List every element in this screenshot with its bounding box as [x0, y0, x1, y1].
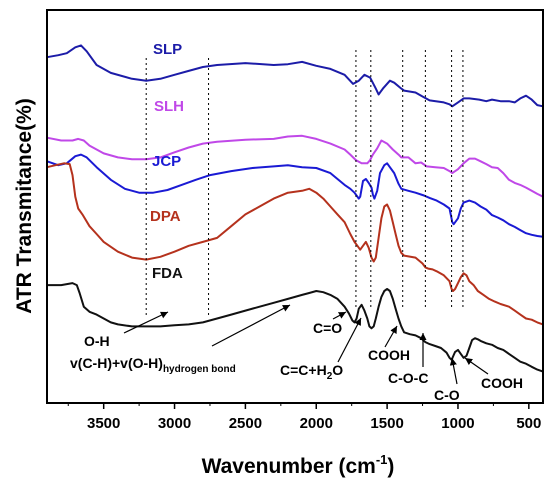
plot-frame [46, 9, 544, 404]
annotation-coc: C-O-C [388, 370, 428, 386]
series-line-jcp [46, 153, 544, 238]
annotation-arrow-cooh-2 [464, 357, 489, 375]
annotation-ch-oh: v(C-H)+v(O-H)hydrogen bond [70, 355, 236, 375]
annotation-arrow-cooh-1 [384, 325, 398, 348]
series-label-fda: FDA [152, 265, 183, 282]
series-label-slp: SLP [153, 41, 182, 58]
annotation-arrow-ch-oh [211, 304, 291, 347]
x-axis-title-superscript: -1 [376, 452, 388, 467]
y-axis-title: ATR Transmitance(%) [13, 98, 36, 314]
annotation-cc-h2o: C=C+H2O [280, 362, 343, 382]
annotation-arrow-c-o [449, 357, 458, 385]
annotation-oh: O-H [84, 333, 110, 349]
annotation-cc-h2o-end: O [332, 362, 343, 378]
x-tick-label-3500: 3500 [87, 415, 120, 432]
x-tick-label-1500: 1500 [370, 415, 403, 432]
annotation-cc-h2o-subscript: 2 [327, 371, 333, 382]
x-tick-layer: 3500 3000 2500 2000 1500 1000 500 [67, 403, 541, 432]
x-axis-title-end: ) [387, 455, 394, 478]
series-line-dpa [46, 162, 544, 326]
series-line-slh [46, 134, 544, 198]
annotation-ch-oh-main: v(C-H)+v(O-H) [70, 355, 163, 371]
series-line-fda [47, 282, 544, 373]
annotation-arrow-co [332, 311, 347, 320]
x-tick-label-3000: 3000 [158, 415, 191, 432]
series-label-dpa: DPA [150, 208, 181, 225]
annotation-cc-h2o-main: C=C+H [280, 362, 327, 378]
annotation-co: C=O [313, 320, 342, 336]
annotation-arrow-oh [123, 311, 169, 334]
annotation-cooh-1: COOH [368, 347, 410, 363]
x-tick-label-2000: 2000 [300, 415, 333, 432]
x-axis-title: Wavenumber (cm-1) [202, 452, 395, 478]
x-axis-title-main: Wavenumber (cm [202, 455, 376, 478]
x-tick-label-2500: 2500 [229, 415, 262, 432]
series-label-slh: SLH [154, 98, 184, 115]
annotation-layer: O-H v(C-H)+v(O-H)hydrogen bond C=O C=C+H… [70, 304, 523, 403]
annotation-c-o: C-O [434, 387, 460, 403]
vertical-marker-layer [145, 50, 464, 315]
x-tick-label-500: 500 [516, 415, 541, 432]
series-label-jcp: JCP [152, 153, 181, 170]
x-tick-label-1000: 1000 [441, 415, 474, 432]
annotation-ch-oh-subscript: hydrogen bond [163, 364, 236, 375]
series-line-slp [46, 44, 544, 108]
annotation-arrow-cc-h2o [337, 317, 362, 363]
annotation-cooh-2: COOH [481, 375, 523, 391]
series-layer [46, 44, 544, 373]
